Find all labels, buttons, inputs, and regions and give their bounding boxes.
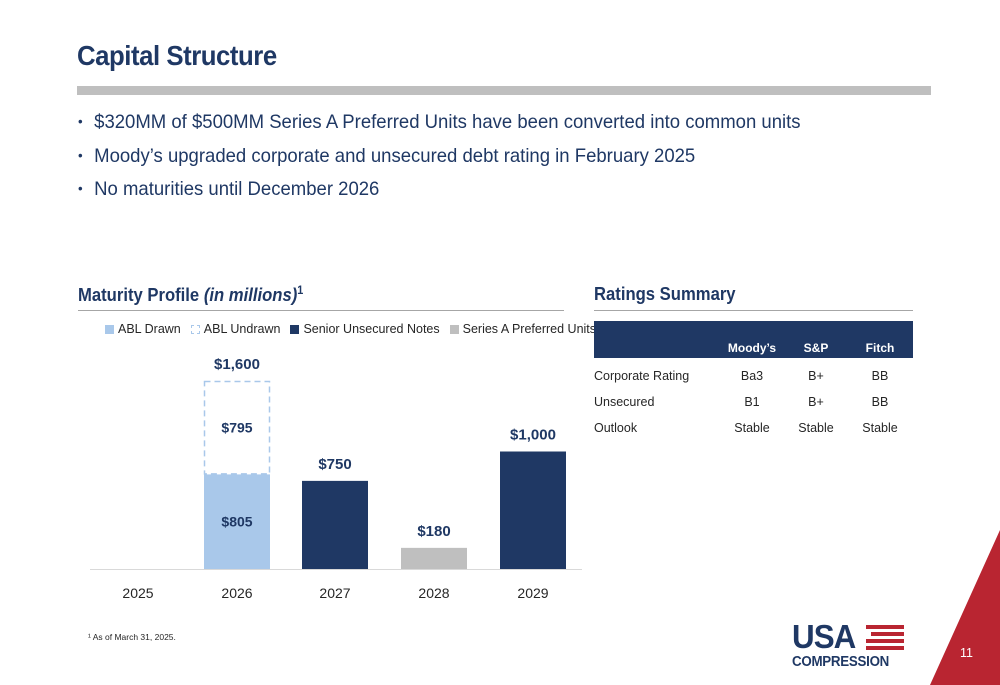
x-tick-label: 2029 — [517, 585, 548, 601]
legend-item: Series A Preferred Units — [449, 322, 596, 336]
ratings-cell: BB — [871, 369, 889, 383]
flag-stripes-icon — [866, 625, 904, 651]
legend-swatch — [290, 324, 300, 334]
maturity-section-divider — [78, 310, 564, 311]
logo-subtitle: COMPRESSION — [792, 654, 890, 670]
ratings-cell: Stable — [798, 421, 834, 435]
ratings-header-bar — [594, 321, 913, 358]
bullet-item: • Moody’s upgraded corporate and unsecure… — [78, 139, 801, 173]
corner-accent — [930, 530, 1000, 685]
bar-segment-senior-unsecured-notes — [302, 480, 368, 569]
x-tick-label: 2027 — [319, 585, 350, 601]
logo-wordmark: USA — [792, 618, 856, 655]
ratings-cell: Stable — [734, 421, 770, 435]
bar-segment-series-a-preferred-units — [401, 547, 467, 569]
ratings-row-label: Outlook — [594, 421, 638, 435]
x-tick-label: 2025 — [122, 585, 153, 601]
total-label: $1,600 — [214, 356, 260, 373]
bullet-dot-icon: • — [78, 146, 83, 163]
total-label: $750 — [318, 456, 351, 473]
ratings-column-header: Fitch — [865, 341, 895, 355]
ratings-cell: B1 — [744, 395, 760, 409]
ratings-column-header: Moody’s — [727, 341, 777, 355]
bar-segment-abl-drawn — [204, 474, 270, 569]
ratings-row-label: Corporate Rating — [594, 369, 690, 383]
legend-item: Senior Unsecured Notes — [290, 322, 440, 336]
bullet-item: • No maturities until December 2026 — [78, 172, 801, 206]
ratings-cell: B+ — [808, 395, 824, 409]
ratings-cell: Stable — [862, 421, 898, 435]
ratings-cell: BB — [871, 395, 889, 409]
legend-swatch — [105, 324, 114, 334]
bullet-list: • $320MM of $500MM Series A Preferred Uni… — [78, 105, 839, 206]
maturity-profile-title: Maturity Profile (in millions)1 — [78, 283, 304, 306]
x-tick-label: 2026 — [221, 585, 252, 601]
bullet-item: • $320MM of $500MM Series A Preferred Uni… — [78, 105, 801, 139]
bullet-dot-icon: • — [78, 113, 83, 129]
total-label: $180 — [417, 523, 450, 540]
bar-segment-senior-unsecured-notes — [500, 451, 566, 569]
data-label: $805 — [221, 514, 252, 530]
ratings-cell: Ba3 — [740, 369, 764, 383]
ratings-column-header: S&P — [803, 341, 829, 355]
legend-item: ABL Drawn — [105, 322, 181, 336]
usa-compression-logo: USA COMPRESSION — [792, 620, 907, 675]
x-tick-label: 2028 — [418, 585, 449, 601]
legend-item: ABL Undrawn — [190, 322, 280, 336]
data-label: $795 — [221, 420, 252, 436]
legend-swatch — [190, 324, 200, 334]
page-number: 11 — [960, 646, 973, 660]
footnote: ¹ As of March 31, 2025. — [88, 632, 176, 642]
page-title: Capital Structure — [77, 40, 277, 71]
total-label: $1,000 — [510, 427, 556, 444]
title-divider — [77, 86, 931, 95]
ratings-summary-title: Ratings Summary — [594, 283, 736, 304]
ratings-cell: B+ — [808, 369, 824, 383]
bullet-dot-icon: • — [78, 180, 83, 196]
ratings-row-label: Unsecured — [594, 395, 655, 409]
chart-legend: ABL Drawn ABL Undrawn Senior Unsecured N… — [105, 322, 596, 336]
ratings-section-divider — [594, 310, 913, 311]
legend-swatch — [449, 324, 459, 334]
bar-segment-abl-undrawn — [203, 380, 271, 475]
